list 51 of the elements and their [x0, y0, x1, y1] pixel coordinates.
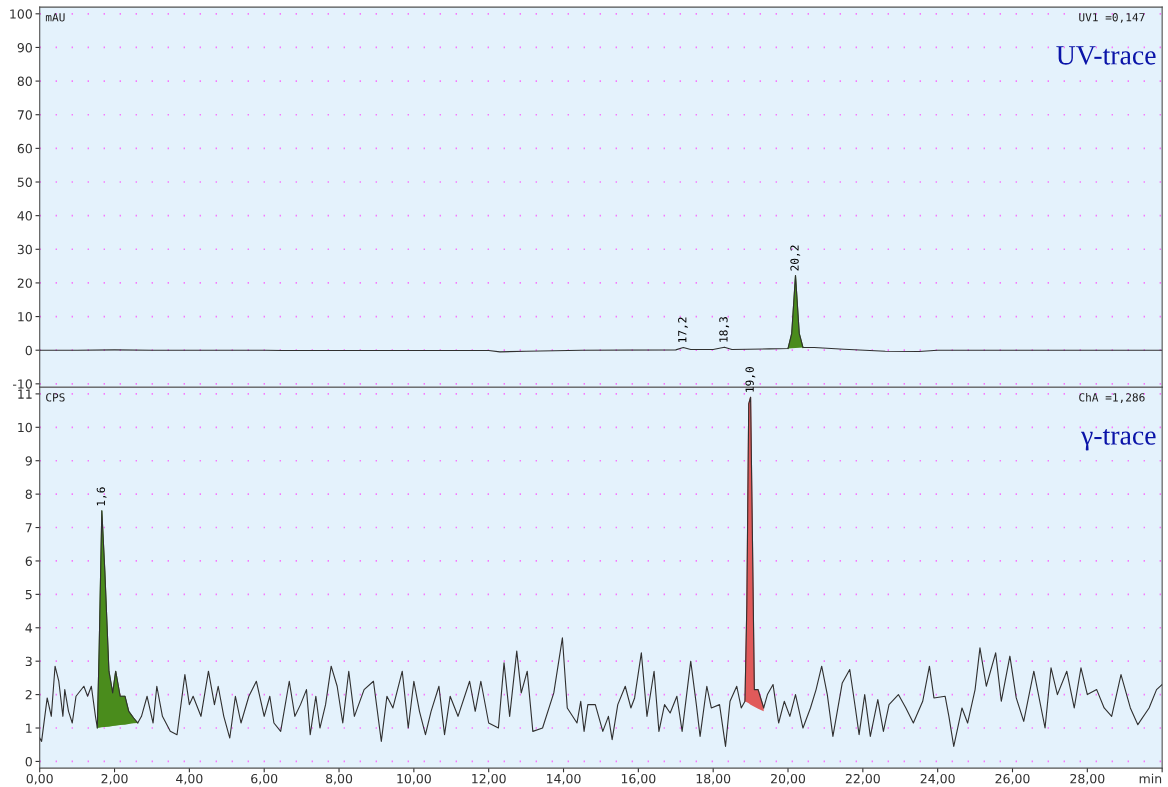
x-tick-label: 0,00 [26, 773, 53, 785]
x-tick-label: 12,00 [472, 773, 506, 785]
y-tick-label: 11 [18, 389, 32, 399]
y-tick-label: 10 [18, 312, 32, 322]
x-tick-label: 22,00 [845, 773, 880, 785]
annotation: 20,2 [790, 245, 801, 271]
y-tick-label: 10 [18, 422, 32, 433]
y-tick-label: 20 [17, 278, 32, 288]
y-tick-label: 9 [25, 456, 32, 466]
x-tick-label: 14,00 [547, 773, 581, 785]
annotation: 19,0 [745, 367, 756, 392]
annotation: UV1 =0,147 [1079, 13, 1145, 23]
y-tick-label: 40 [17, 211, 32, 221]
y-tick-label: 8 [25, 489, 32, 500]
annotation: UV-trace [1056, 46, 1156, 65]
x-tick-label: 4,00 [176, 773, 203, 785]
annotation: γ-trace [1081, 428, 1156, 451]
y-tick-label: 2 [25, 690, 32, 700]
annotation: 17,2 [678, 317, 688, 343]
y-tick-label: 100 [10, 9, 32, 19]
annotation: mAU [45, 13, 65, 22]
y-tick-label: 0 [25, 345, 32, 356]
x-tick-label: 16,00 [621, 773, 656, 785]
annotation: 18,3 [719, 317, 730, 342]
y-tick-label: 70 [17, 110, 32, 120]
x-tick-label: 20,00 [771, 773, 806, 785]
x-tick-label: 8,00 [325, 773, 353, 785]
y-tick-label: 90 [17, 42, 32, 53]
x-tick-label: 10,00 [397, 773, 431, 785]
y-tick-label: 30 [17, 244, 32, 255]
y-tick-label: 50 [17, 177, 32, 187]
y-tick-label: 4 [25, 623, 33, 633]
x-tick-label: 18,00 [696, 773, 731, 785]
y-tick-label: 0 [25, 756, 32, 767]
x-tick-label: 26,00 [995, 773, 1030, 785]
x-tick-label: 6,00 [251, 773, 278, 785]
annotation: CPS [46, 393, 65, 402]
x-tick-label: 24,00 [920, 773, 955, 785]
y-tick-label: 7 [25, 523, 32, 533]
x-tick-label: 2,00 [101, 773, 128, 785]
y-tick-label: 1 [26, 723, 32, 733]
x-tick-label: min [1139, 773, 1162, 784]
annotation: 1,6 [96, 487, 107, 506]
y-tick-label: -10 [12, 379, 32, 389]
y-tick-label: 5 [25, 590, 32, 600]
annotation: ChA =1,286 [1079, 392, 1145, 403]
y-tick-label: 80 [17, 76, 32, 87]
y-tick-label: 6 [25, 556, 32, 566]
y-tick-label: 3 [25, 656, 32, 667]
y-tick-label: 60 [17, 143, 32, 154]
x-tick-label: 28,00 [1070, 773, 1105, 785]
